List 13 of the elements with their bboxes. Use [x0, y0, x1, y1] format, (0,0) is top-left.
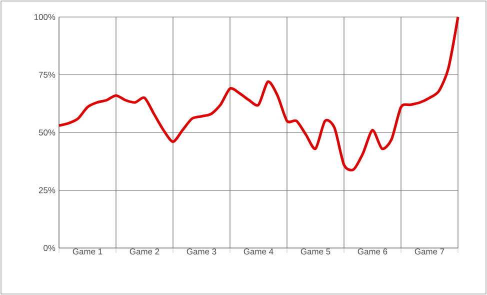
x-tick-label: Game 6 [358, 248, 388, 255]
y-tick-label: 25% [38, 187, 56, 194]
y-tick-label: 75% [38, 72, 56, 78]
x-tick-label: Game 5 [300, 248, 330, 255]
y-tick-label: 100% [34, 14, 56, 20]
x-tick-label: Game 4 [244, 248, 274, 255]
x-tick-label: Game 1 [72, 248, 102, 255]
y-tick-label: 50% [38, 130, 56, 136]
x-tick-label: Game 7 [414, 248, 444, 255]
x-tick-label: Game 3 [186, 248, 216, 255]
y-tick-label: 0% [44, 245, 56, 251]
line-series [58, 16, 460, 171]
x-tick-label: Game 2 [130, 248, 160, 255]
